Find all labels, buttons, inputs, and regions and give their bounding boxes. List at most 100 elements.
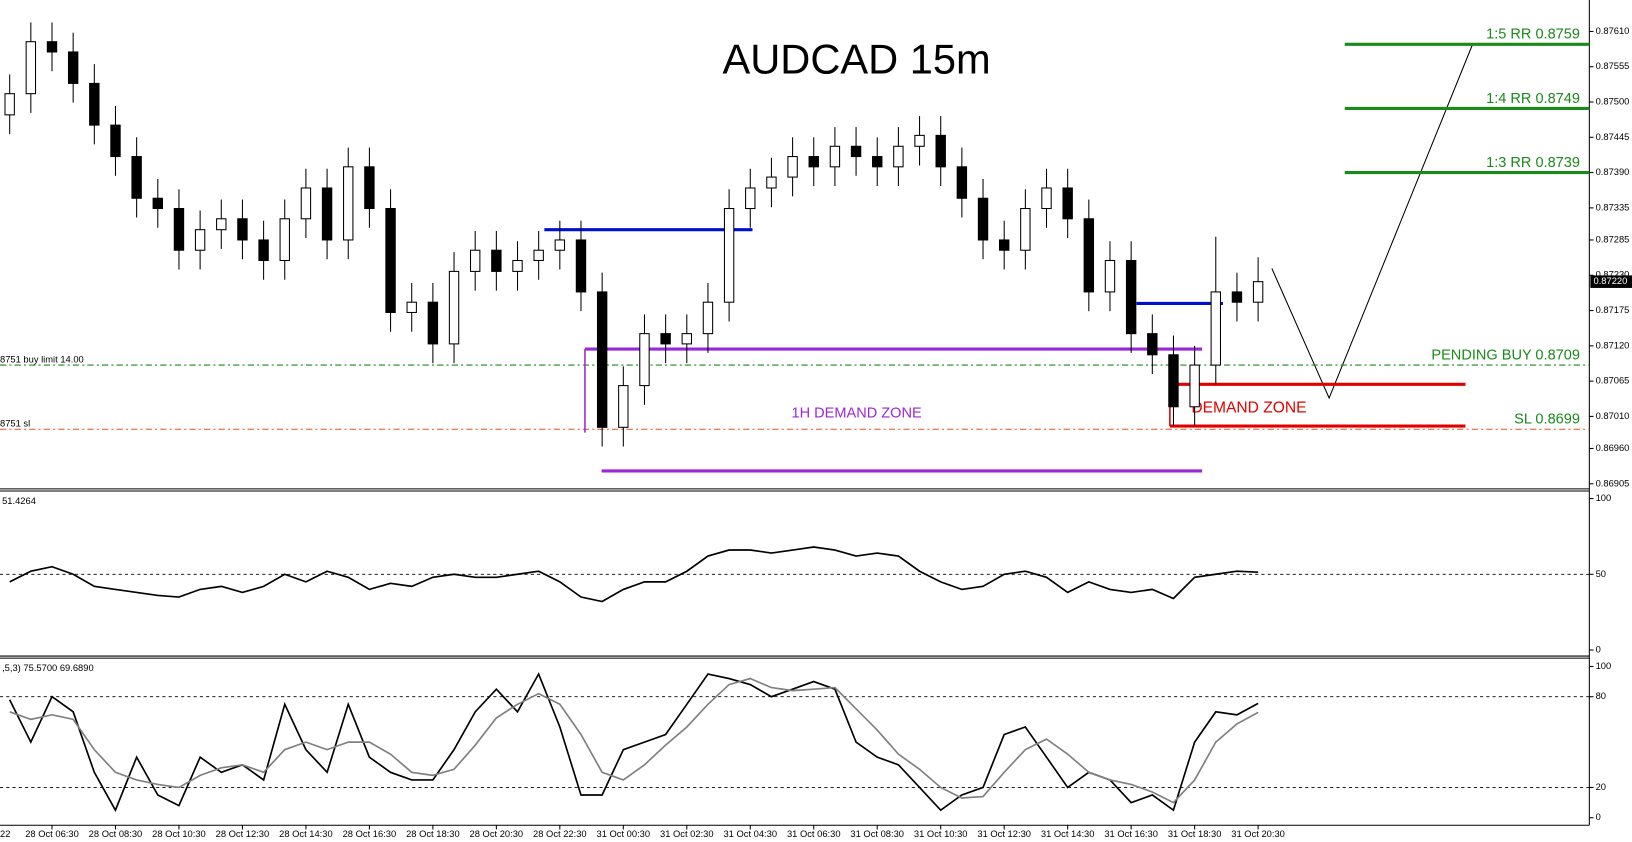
- candle-body: [173, 207, 185, 251]
- candle-body: [321, 187, 333, 241]
- candle-body: [343, 166, 354, 241]
- x-tick-label: 28 Oct 18:30: [406, 829, 460, 839]
- candle-body: [1062, 187, 1073, 220]
- candle-body: [723, 207, 735, 303]
- price-tag: [1590, 275, 1632, 288]
- y-tick-label: 0.87445: [1596, 132, 1630, 142]
- stoch-label: ,5,3) 75.5700 69.6890: [2, 663, 94, 673]
- x-tick-label: 31 Oct 20:30: [1231, 829, 1285, 839]
- candle-body: [1041, 187, 1052, 210]
- candle-body: [977, 197, 989, 241]
- x-tick-label: 28 Oct 16:30: [343, 829, 397, 839]
- candle-body: [1083, 218, 1095, 293]
- y-tick-label: 0.87285: [1596, 234, 1630, 244]
- x-tick-label: 31 Oct 04:30: [723, 829, 777, 839]
- rsi-label: 51.4264: [2, 496, 36, 506]
- y-tick-label: 20: [1596, 782, 1606, 792]
- candle-body: [639, 333, 650, 387]
- candle-body: [1020, 207, 1031, 251]
- candle-body: [829, 145, 841, 168]
- x-tick-label: 22: [0, 829, 10, 839]
- candle-body: [427, 301, 439, 345]
- x-tick-label: 28 Oct 12:30: [216, 829, 270, 839]
- x-tick-label: 31 Oct 08:30: [850, 829, 904, 839]
- level-label: 1:4 RR 0.8749: [1486, 91, 1580, 107]
- y-tick-label: 0.86960: [1596, 443, 1630, 453]
- candle-body: [1147, 333, 1158, 356]
- candle-body: [4, 93, 15, 116]
- y-tick-label: 50: [1596, 569, 1606, 579]
- level-label: PENDING BUY 0.8709: [1431, 348, 1580, 364]
- candle-body: [406, 301, 417, 313]
- candle-body: [1210, 291, 1221, 366]
- chart-title: AUDCAD 15m: [722, 36, 990, 83]
- x-tick-label: 28 Oct 20:30: [470, 829, 524, 839]
- candle-body: [385, 207, 396, 313]
- x-tick-label: 28 Oct 14:30: [279, 829, 333, 839]
- y-tick-label: 0.87065: [1596, 376, 1630, 386]
- candle-body: [850, 145, 862, 158]
- x-tick-label: 31 Oct 14:30: [1041, 829, 1095, 839]
- level-label: SL 0.8699: [1514, 412, 1580, 428]
- candle-body: [512, 259, 523, 272]
- candle-body: [152, 197, 164, 210]
- candle-body: [575, 239, 587, 293]
- candle-body: [808, 156, 819, 168]
- x-tick-label: 28 Oct 06:30: [25, 829, 79, 839]
- y-tick-label: 0: [1596, 644, 1601, 654]
- level-label: 1:5 RR 0.8759: [1486, 27, 1580, 43]
- y-tick-label: 0.87120: [1596, 340, 1630, 350]
- candle-body: [448, 270, 460, 345]
- y-tick-label: 0.86905: [1596, 478, 1630, 488]
- y-tick-label: 0: [1596, 812, 1601, 822]
- candle-body: [1231, 291, 1243, 303]
- candle-body: [216, 218, 227, 231]
- candle-body: [1125, 259, 1137, 335]
- order-label: 8751 sl: [0, 418, 30, 428]
- candle-body: [131, 156, 142, 199]
- x-tick-label: 31 Oct 02:30: [660, 829, 714, 839]
- x-tick-label: 31 Oct 12:30: [977, 829, 1031, 839]
- y-tick-label: 0.87335: [1596, 202, 1630, 212]
- candle-body: [279, 218, 290, 262]
- order-label: 8751 buy limit 14.00: [0, 354, 84, 364]
- candle-body: [660, 333, 671, 345]
- x-tick-label: 28 Oct 10:30: [152, 829, 206, 839]
- y-tick-label: 0.87500: [1596, 96, 1630, 106]
- candle-body: [681, 333, 692, 345]
- candle-body: [914, 134, 925, 147]
- candle-body: [491, 249, 502, 272]
- candle-body: [702, 301, 714, 335]
- level-label: 1:3 RR 0.8739: [1486, 155, 1580, 171]
- candle-body: [893, 145, 904, 168]
- y-tick-label: 0.87010: [1596, 411, 1630, 421]
- candle-body: [1252, 281, 1264, 303]
- candle-body: [1104, 259, 1116, 293]
- y-tick-label: 100: [1596, 661, 1612, 671]
- price-tag-label: 0.87220: [1593, 276, 1627, 286]
- y-tick-label: 0.87230: [1596, 270, 1630, 280]
- x-tick-label: 31 Oct 18:30: [1168, 829, 1222, 839]
- y-tick-label: 0.87555: [1596, 61, 1630, 71]
- zone-label: 1H DEMAND ZONE: [792, 406, 922, 422]
- x-tick-label: 31 Oct 16:30: [1104, 829, 1158, 839]
- x-tick-label: 31 Oct 06:30: [787, 829, 841, 839]
- candle-body: [1168, 354, 1179, 408]
- candle-body: [998, 239, 1010, 251]
- y-tick-label: 100: [1596, 493, 1612, 503]
- x-tick-label: 31 Oct 00:30: [597, 829, 651, 839]
- candle-body: [533, 249, 544, 262]
- candle-body: [1189, 364, 1200, 408]
- candle-body: [364, 166, 375, 210]
- y-tick-label: 0.87390: [1596, 167, 1630, 177]
- candle-body: [596, 291, 608, 428]
- candle-body: [89, 82, 100, 126]
- candle-body: [194, 229, 206, 251]
- candle-body: [258, 239, 269, 262]
- candle-body: [554, 239, 566, 251]
- candle-body: [46, 41, 58, 53]
- projection-path: [1271, 43, 1474, 400]
